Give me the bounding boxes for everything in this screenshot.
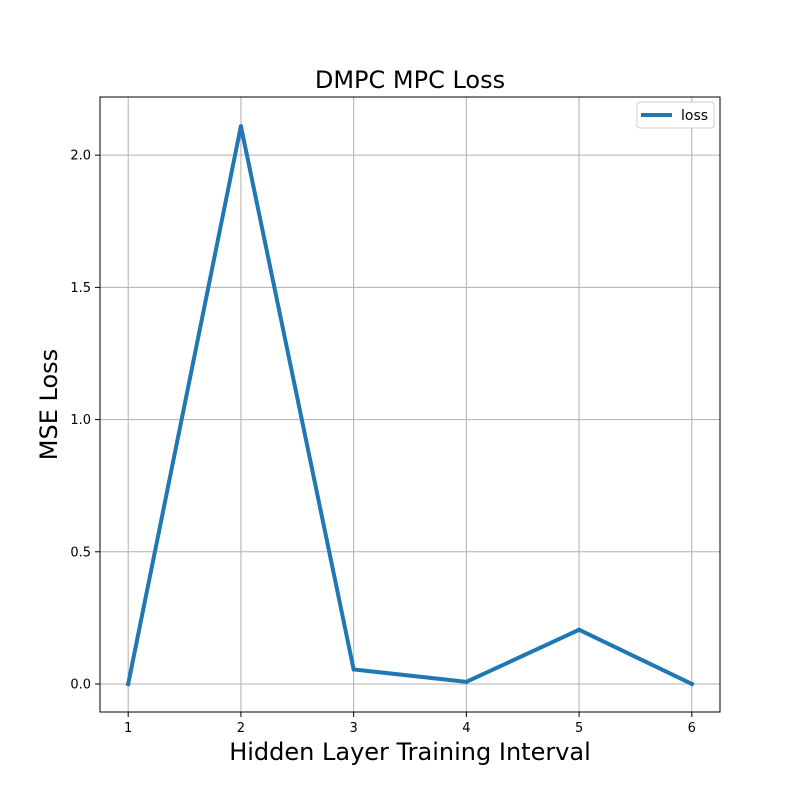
y-tick-label: 1.5 (70, 281, 91, 296)
data-point (689, 681, 694, 686)
grid-lines (100, 97, 720, 712)
data-point (351, 667, 356, 672)
y-tick-label: 0.5 (70, 545, 91, 560)
chart-title: DMPC MPC Loss (315, 66, 505, 94)
legend-label-loss: loss (681, 108, 708, 124)
x-tick-label: 4 (462, 721, 470, 736)
y-axis-label: MSE Loss (35, 349, 63, 460)
x-tick-label: 2 (237, 721, 245, 736)
y-tick-label: 1.0 (70, 413, 91, 428)
legend-box (636, 101, 715, 129)
data-point (577, 627, 582, 632)
y-axis-ticks: 0.0 0.5 1.0 1.5 2.0 (70, 149, 100, 692)
y-tick-label: 0.0 (70, 677, 91, 692)
x-tick-label: 5 (575, 721, 583, 736)
x-tick-label: 6 (688, 721, 696, 736)
x-tick-label: 3 (349, 721, 357, 736)
plot-frame (99, 96, 721, 713)
series-lines (125, 124, 695, 687)
y-tick-label: 2.0 (70, 149, 91, 164)
data-point (464, 679, 469, 684)
legend: loss (636, 101, 715, 129)
x-axis-ticks: 1 2 3 4 5 6 (124, 712, 696, 736)
data-point (238, 124, 243, 129)
x-axis-label: Hidden Layer Training Interval (229, 738, 591, 766)
series-line-loss (125, 125, 695, 687)
x-tick-label: 1 (124, 721, 132, 736)
data-point (126, 681, 131, 686)
